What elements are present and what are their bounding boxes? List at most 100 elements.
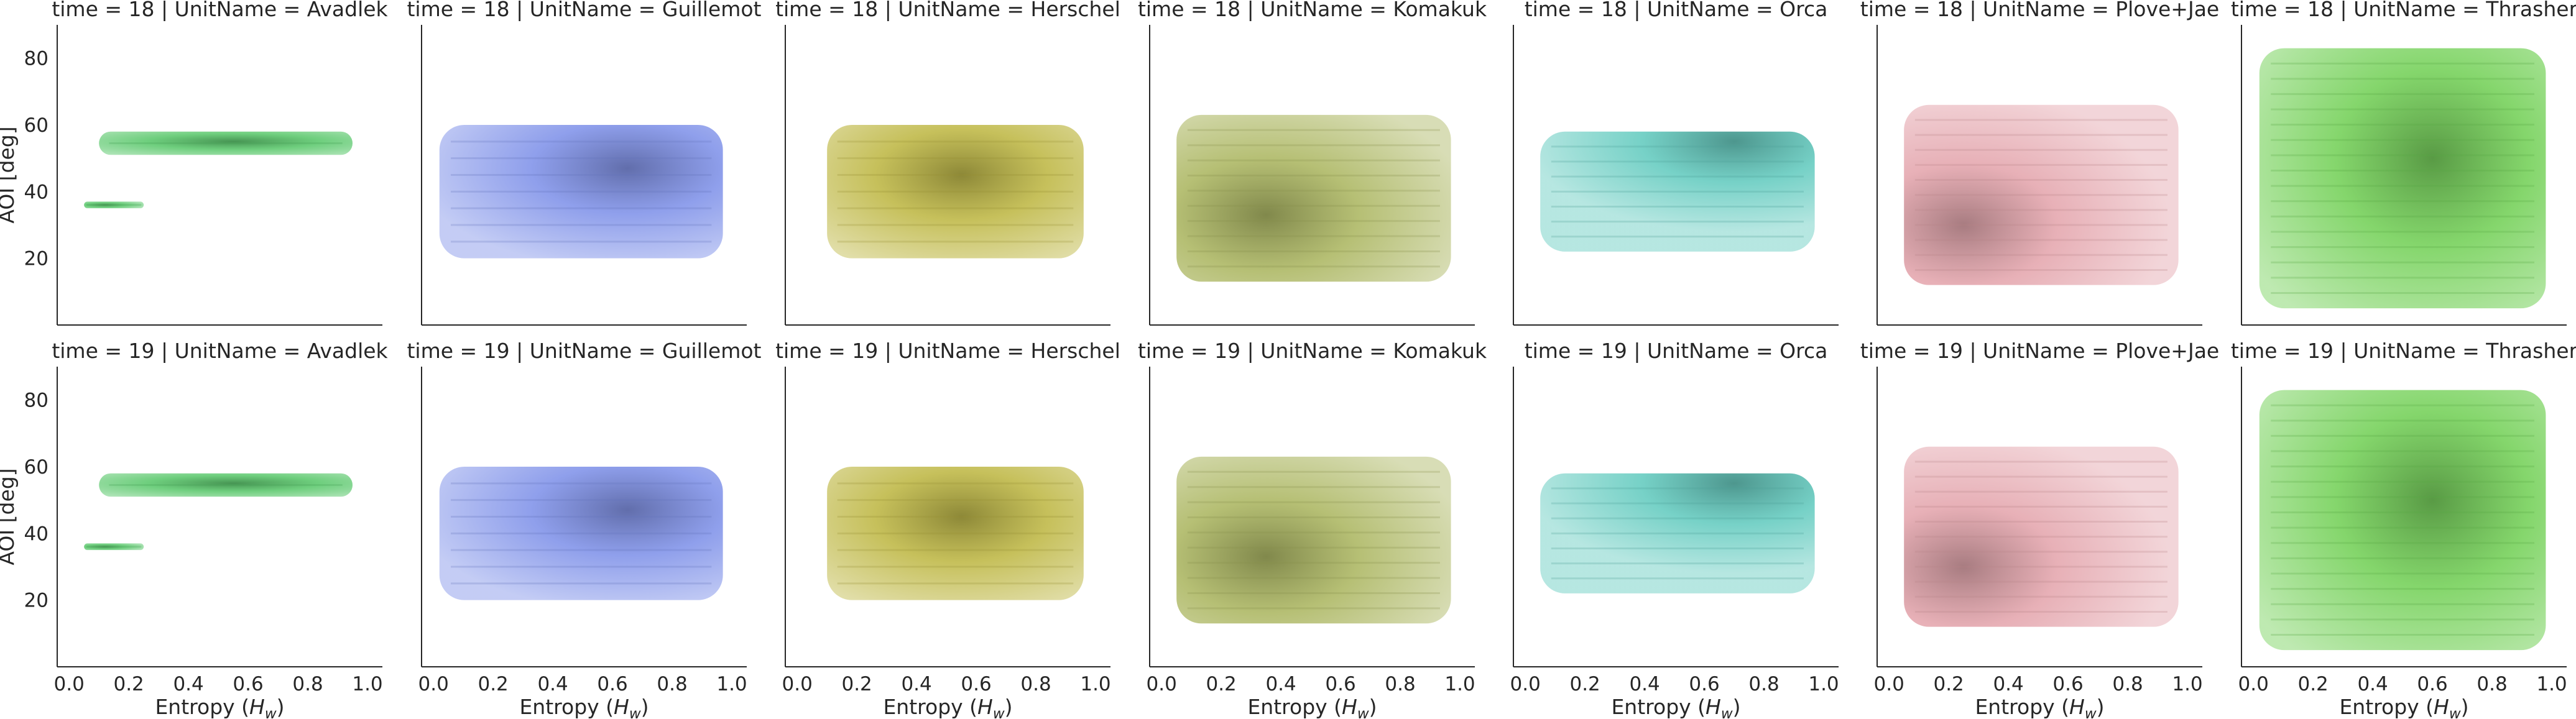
point-cluster xyxy=(439,467,723,600)
x-tick-label: 1.0 xyxy=(352,673,382,695)
y-tick-label: 80 xyxy=(24,390,48,412)
facet-title: time = 18 | UnitName = Thrasher xyxy=(2231,0,2576,21)
scatter-points xyxy=(1176,456,1451,624)
x-tick-label: 0.0 xyxy=(1510,673,1541,695)
scatter-points xyxy=(1540,473,1815,593)
facet-title: time = 19 | UnitName = Herschel xyxy=(775,339,1120,363)
point-cluster xyxy=(439,125,723,259)
x-tick-label: 0.6 xyxy=(1689,673,1719,695)
x-tick-label: 0.0 xyxy=(2238,673,2269,695)
facet-18-guillemot: time = 18 | UnitName = Guillemot xyxy=(407,0,762,326)
x-tick-label: 0.8 xyxy=(1020,673,1051,695)
facet-title: time = 19 | UnitName = Orca xyxy=(1525,339,1828,363)
x-tick-label: 0.4 xyxy=(1993,673,2023,695)
facet-18-herschel: time = 18 | UnitName = Herschel xyxy=(775,0,1120,326)
point-cluster xyxy=(1176,456,1451,624)
scatter-points xyxy=(1904,104,2179,285)
facet-title: time = 18 | UnitName = Komakuk xyxy=(1138,0,1487,21)
x-tick-label: 0.6 xyxy=(1325,673,1355,695)
facet-title: time = 18 | UnitName = Herschel xyxy=(775,0,1120,21)
x-tick-label: 0.4 xyxy=(901,673,931,695)
scatter-points xyxy=(2259,390,2546,651)
y-tick-label: 20 xyxy=(24,590,48,612)
facet-title: time = 18 | UnitName = Plove+Jae xyxy=(1860,0,2219,21)
scatter-points xyxy=(1176,114,1451,282)
x-tick-label: 0.6 xyxy=(961,673,991,695)
x-tick-label: 0.4 xyxy=(537,673,568,695)
facet-19-guillemot: time = 19 | UnitName = Guillemot 0.0 0.2 0.… xyxy=(407,339,761,719)
x-tick-label: 0.2 xyxy=(1569,673,1600,695)
x-tick-label: 0.6 xyxy=(597,673,627,695)
x-axis-label: Entropy (Hw) xyxy=(1247,695,1377,719)
point-cluster xyxy=(2259,390,2546,651)
scatter-points xyxy=(84,473,353,551)
x-tick-label: 0.2 xyxy=(113,673,144,695)
y-tick-label: 80 xyxy=(24,48,48,70)
point-cluster xyxy=(99,473,353,497)
scatter-points xyxy=(1904,446,2179,627)
x-tick-label: 1.0 xyxy=(2172,673,2202,695)
scatter-points xyxy=(1540,131,1815,252)
facet-title: time = 19 | UnitName = Thrasher xyxy=(2231,339,2576,363)
scatter-points xyxy=(439,467,723,600)
facet-title: time = 18 | UnitName = Orca xyxy=(1525,0,1828,21)
y-tick-label: 40 xyxy=(24,523,48,545)
point-cluster xyxy=(84,543,144,551)
point-cluster xyxy=(827,125,1084,259)
x-axis-label: Entropy (Hw) xyxy=(2339,695,2468,719)
x-axis-label: Entropy (Hw) xyxy=(519,695,649,719)
x-tick-label: 0.0 xyxy=(418,673,449,695)
scatter-points xyxy=(827,467,1084,600)
point-cluster xyxy=(2259,48,2546,309)
facet-18-plove-jae: time = 18 | UnitName = Plove+Jae xyxy=(1860,0,2219,326)
point-cluster xyxy=(84,201,144,209)
x-tick-label: 0.4 xyxy=(2357,673,2388,695)
x-tick-label: 0.8 xyxy=(657,673,687,695)
facet-title: time = 19 | UnitName = Guillemot xyxy=(407,339,761,363)
point-cluster xyxy=(1176,114,1451,282)
scatter-points xyxy=(84,131,353,209)
y-tick-label: 60 xyxy=(24,114,48,137)
x-tick-label: 0.2 xyxy=(1933,673,1964,695)
x-tick-label: 0.8 xyxy=(2112,673,2143,695)
x-tick-label: 0.6 xyxy=(2052,673,2083,695)
x-tick-label: 0.6 xyxy=(233,673,263,695)
x-tick-label: 0.8 xyxy=(1748,673,1779,695)
x-tick-label: 0.2 xyxy=(478,673,508,695)
y-axis-label: AOI [deg] xyxy=(0,468,19,565)
x-tick-label: 0.4 xyxy=(173,673,203,695)
point-cluster xyxy=(1540,473,1815,593)
x-tick-label: 0.4 xyxy=(1265,673,1296,695)
facet-18-avadlek: time = 18 | UnitName = Avadlek 20 40 60 80 AO… xyxy=(0,0,389,326)
y-tick-label: 20 xyxy=(24,248,48,270)
point-cluster xyxy=(1904,104,2179,285)
facet-title: time = 19 | UnitName = Plove+Jae xyxy=(1860,339,2219,363)
x-tick-label: 0.0 xyxy=(1874,673,1904,695)
facet-18-orca: time = 18 | UnitName = Orca xyxy=(1513,0,1839,326)
facet-title: time = 19 | UnitName = Avadlek xyxy=(52,339,388,363)
x-tick-label: 1.0 xyxy=(2536,673,2567,695)
facet-19-orca: time = 19 | UnitName = Orca 0.0 0.2 0.4 0.6 0… xyxy=(1510,339,1839,719)
facet-19-thrasher: time = 19 | UnitName = Thrasher 0.0 0.2 0.4… xyxy=(2231,339,2576,719)
facet-19-avadlek: time = 19 | UnitName = Avadlek 20 40 60 80 AO… xyxy=(0,339,389,719)
scatter-points xyxy=(827,125,1084,259)
x-tick-label: 0.8 xyxy=(292,673,323,695)
point-cluster xyxy=(1904,446,2179,627)
facet-19-plove-jae: time = 19 | UnitName = Plove+Jae 0.0 0.2 0.… xyxy=(1860,339,2219,719)
scatter-points xyxy=(439,125,723,259)
point-cluster xyxy=(99,131,353,155)
facet-title: time = 19 | UnitName = Komakuk xyxy=(1138,339,1487,363)
point-cluster xyxy=(1540,131,1815,252)
x-tick-label: 0.6 xyxy=(2417,673,2447,695)
facet-18-thrasher: time = 18 | UnitName = Thrasher xyxy=(2231,0,2576,326)
facet-title: time = 18 | UnitName = Guillemot xyxy=(407,0,761,21)
x-tick-label: 0.8 xyxy=(1385,673,1415,695)
x-tick-label: 1.0 xyxy=(716,673,747,695)
facet-19-komakuk: time = 19 | UnitName = Komakuk 0.0 0.2 0.4 0… xyxy=(1138,339,1487,719)
x-tick-label: 0.0 xyxy=(782,673,813,695)
x-tick-label: 0.0 xyxy=(1147,673,1177,695)
x-tick-label: 0.0 xyxy=(54,673,85,695)
x-axis-label: Entropy (Hw) xyxy=(883,695,1012,719)
scatter-points xyxy=(2259,48,2546,309)
